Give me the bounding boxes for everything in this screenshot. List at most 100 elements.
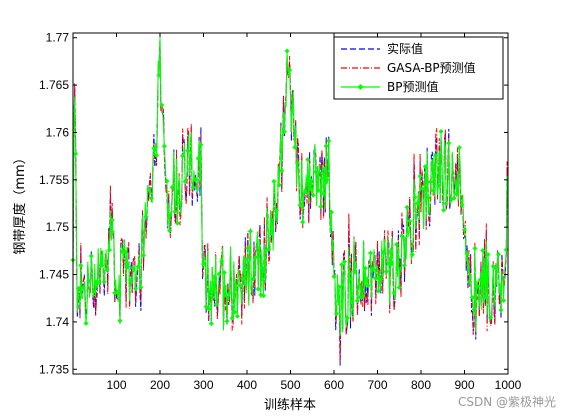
bp-marker [114, 289, 120, 295]
bp-marker [151, 145, 157, 151]
bp-marker [464, 251, 470, 257]
x-tick-label: 1000 [495, 378, 522, 392]
bp-marker [229, 315, 235, 321]
bp-marker [130, 265, 136, 271]
bp-marker [174, 220, 180, 226]
bp-marker [433, 152, 439, 158]
bp-marker [195, 155, 201, 161]
x-axis: 100 200 300 400 500 600 700 800 900 1000 [106, 33, 522, 392]
x-tick-label: 700 [367, 378, 387, 392]
bp-marker [477, 277, 483, 283]
bp-marker [420, 186, 426, 192]
bp-marker [185, 148, 191, 154]
bp-marker [221, 270, 227, 276]
bp-marker [261, 293, 267, 299]
y-tick-label: 1.77 [46, 31, 70, 45]
bp-marker [318, 204, 324, 210]
bp-marker [96, 280, 102, 286]
bp-marker [315, 187, 321, 193]
bp-marker [331, 274, 337, 280]
x-tick-label: 500 [280, 378, 300, 392]
bp-marker [302, 189, 308, 195]
bp-marker [354, 298, 360, 304]
bp-marker [287, 67, 293, 73]
bp-marker [101, 279, 107, 285]
bp-marker [279, 168, 285, 174]
y-axis-label: 钢带厚度（mm） [12, 151, 28, 254]
bp-marker [250, 276, 256, 282]
bp-marker [140, 252, 146, 258]
bp-marker [488, 315, 494, 321]
bp-marker [198, 142, 204, 148]
bp-marker [347, 276, 353, 282]
bp-marker [78, 262, 84, 268]
x-tick-label: 100 [106, 378, 126, 392]
bp-marker [339, 262, 345, 268]
bp-marker [472, 245, 478, 251]
y-tick-label: 1.735 [39, 362, 69, 376]
bp-marker [234, 313, 240, 319]
series-line-bp [72, 35, 509, 337]
bp-marker [208, 321, 214, 327]
bp-marker [224, 318, 230, 324]
bp-marker [446, 140, 452, 146]
bp-marker [91, 289, 97, 295]
bp-marker [365, 283, 371, 289]
bp-marker [133, 286, 139, 292]
bp-marker [370, 266, 376, 272]
bp-marker [125, 264, 131, 270]
bp-marker [245, 245, 251, 251]
bp-marker [169, 184, 175, 190]
legend-label-bp: BP预测值 [387, 79, 438, 94]
bp-marker [394, 241, 400, 247]
bp-marker [409, 252, 415, 258]
bp-marker [127, 277, 133, 283]
bp-marker [501, 298, 507, 304]
legend-marker-bp [357, 84, 364, 90]
bp-marker [292, 144, 298, 150]
bp-marker [297, 202, 303, 208]
bp-marker [493, 265, 499, 271]
bp-marker [368, 250, 374, 256]
bp-marker [268, 230, 274, 236]
bp-marker [232, 309, 238, 315]
bp-marker [271, 178, 277, 184]
bp-marker [237, 282, 243, 288]
bp-marker [435, 183, 441, 189]
bp-marker [383, 269, 389, 275]
bp-marker [334, 311, 340, 317]
bp-marker [255, 286, 261, 292]
bp-marker [135, 263, 141, 269]
bp-marker [75, 286, 81, 292]
x-tick-label: 300 [193, 378, 213, 392]
bp-marker [430, 188, 436, 194]
bp-marker [107, 247, 113, 253]
y-tick-label: 1.745 [39, 268, 69, 282]
bp-marker [99, 262, 105, 268]
bp-marker [253, 254, 259, 260]
bp-marker [451, 195, 457, 201]
bp-marker [391, 290, 397, 296]
bp-marker [399, 233, 405, 239]
bp-marker [227, 290, 233, 296]
bp-marker [266, 246, 272, 252]
bp-marker [412, 194, 418, 200]
bp-marker [323, 143, 329, 149]
bp-marker [469, 294, 475, 300]
bp-marker [475, 283, 481, 289]
bp-marker [482, 294, 488, 300]
bp-marker [456, 145, 462, 151]
bp-marker [422, 164, 428, 170]
bp-marker [143, 214, 149, 220]
bp-marker [401, 262, 407, 268]
bp-marker [362, 265, 368, 271]
bp-marker [276, 182, 282, 188]
bp-marker [454, 191, 460, 197]
bp-marker [216, 271, 222, 277]
bp-marker [415, 200, 421, 206]
y-tick-label: 1.765 [39, 78, 69, 92]
bp-marker [326, 138, 332, 144]
bp-marker [344, 315, 350, 321]
x-tick-label: 400 [237, 378, 257, 392]
